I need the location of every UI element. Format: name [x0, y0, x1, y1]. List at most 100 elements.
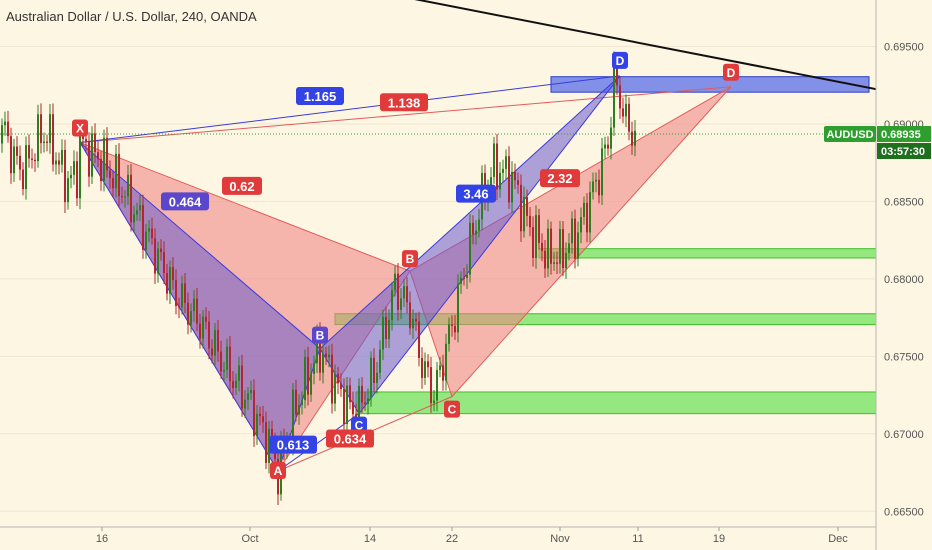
bearish-point-a-bg	[270, 461, 286, 479]
y-tick-label: 0.69500	[884, 41, 924, 53]
candle-body	[301, 400, 303, 406]
candle-body	[151, 228, 153, 239]
candle-body	[388, 319, 390, 340]
candle-body	[67, 178, 69, 203]
candle-body	[325, 353, 327, 358]
candle-body	[235, 380, 237, 389]
candle-body	[535, 215, 537, 258]
candle-body	[382, 316, 384, 350]
candle-body	[196, 298, 198, 324]
candle-body	[496, 143, 498, 190]
bearish-ratio-label-bg	[296, 87, 344, 106]
bearish-point-x: X	[76, 122, 84, 136]
candle-body	[544, 250, 546, 269]
candle-body	[307, 357, 309, 395]
candle-body	[385, 316, 387, 340]
bearish-ratio-label-bg	[456, 184, 496, 203]
candle-body	[493, 143, 495, 178]
candle-body	[442, 365, 444, 381]
candle-body	[112, 178, 114, 189]
candle-body	[604, 144, 606, 149]
y-axis-panel	[876, 0, 932, 550]
candle-body	[448, 324, 450, 344]
candle-body	[244, 399, 246, 409]
candle-body	[463, 277, 465, 279]
bearish-ratio-label: 1.165	[304, 89, 337, 104]
candle-body	[454, 325, 456, 333]
candle-body	[223, 369, 225, 372]
countdown-tag-bg	[877, 143, 931, 160]
candle-body	[541, 242, 543, 251]
bearish-pattern-ac-line	[277, 413, 360, 472]
x-tick-label: 19	[713, 533, 725, 545]
candle-body	[394, 273, 396, 291]
bullish-point-c: C	[448, 403, 457, 417]
candle-body	[517, 180, 519, 185]
candle-body	[436, 369, 438, 401]
candle-body	[85, 138, 87, 142]
candle-body	[34, 159, 36, 162]
candle-body	[559, 229, 561, 264]
y-tick-label: 0.67500	[884, 351, 924, 363]
candle-body	[295, 389, 297, 415]
bearish-ratio-label: 0.613	[277, 438, 310, 453]
candle-body	[19, 155, 21, 170]
candle-body	[208, 321, 210, 349]
candle-body	[571, 218, 573, 244]
candle-body	[574, 218, 576, 259]
candle-body	[634, 130, 636, 146]
candle-body	[421, 358, 423, 378]
candle-body	[118, 153, 120, 197]
candle-body	[166, 273, 168, 294]
candle-body	[184, 283, 186, 303]
candle-body	[628, 103, 630, 132]
candle-body	[370, 357, 372, 399]
bullish-point-d: D	[727, 66, 736, 80]
candle-body	[538, 215, 540, 243]
candle-body	[13, 146, 15, 174]
candle-body	[22, 169, 24, 190]
candle-body	[328, 354, 330, 358]
bullish-point-b-bg	[402, 250, 418, 268]
candle-body	[418, 321, 420, 359]
candle-body	[316, 332, 318, 364]
candle-body	[190, 310, 192, 325]
bearish-point-b-bg	[312, 326, 328, 344]
candle-body	[451, 324, 453, 326]
candle-body	[400, 298, 402, 310]
candle-body	[172, 267, 174, 281]
y-tick-label: 0.68000	[884, 274, 924, 286]
overlay	[0, 0, 932, 135]
bearish-point-a: A	[274, 464, 283, 478]
candle-body	[577, 232, 579, 259]
symbol-tag: AUDUSD	[826, 129, 873, 141]
candle-body	[91, 133, 93, 177]
candle-body	[505, 156, 507, 169]
candle-body	[40, 114, 42, 144]
candle-body	[103, 137, 105, 182]
candle-body	[457, 283, 459, 333]
bullish-ratio-label: 0.634	[334, 431, 367, 446]
candle-body	[127, 174, 129, 197]
candle-body	[601, 148, 603, 196]
candle-body	[433, 400, 435, 404]
candle-body	[37, 114, 39, 162]
candle-body	[211, 348, 213, 356]
candle-body	[373, 357, 375, 384]
candle-body	[622, 108, 624, 117]
candle-body	[625, 103, 627, 117]
candle-body	[154, 238, 156, 274]
candle-body	[181, 283, 183, 308]
candle-body	[343, 389, 345, 424]
candle-body	[79, 131, 81, 199]
candle-body	[253, 390, 255, 437]
green-zone	[538, 248, 924, 259]
candle-body	[133, 214, 135, 223]
candle-body	[313, 363, 315, 375]
bullish-ratio-label-bg	[222, 176, 262, 195]
candle-body	[148, 228, 150, 232]
candle-body	[226, 346, 228, 370]
candle-body	[592, 181, 594, 193]
candle-body	[511, 171, 513, 203]
